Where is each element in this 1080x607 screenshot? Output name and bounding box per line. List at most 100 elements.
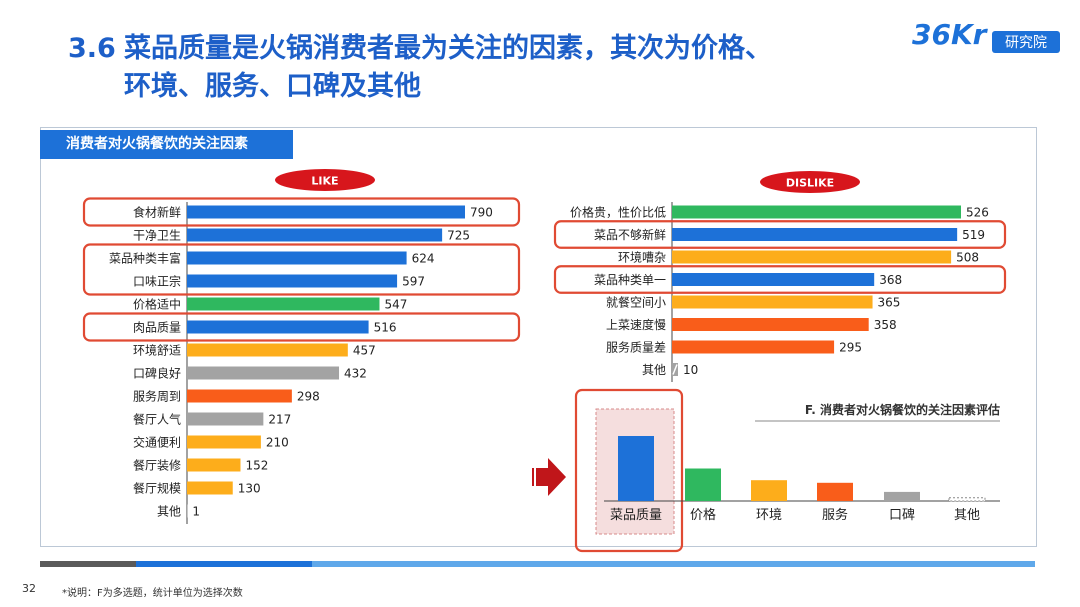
like-bar (187, 228, 443, 242)
like-category-label: 环境舒适 (133, 343, 181, 358)
like-value-label: 516 (374, 321, 397, 335)
like-bar (187, 320, 369, 334)
like-value-label: 1 (192, 505, 200, 519)
dislike-value-label: 526 (966, 206, 989, 220)
dislike-bar (672, 340, 835, 354)
like-category-label: 干净卫生 (133, 229, 181, 243)
like-bar (187, 297, 380, 311)
dislike-bar (672, 318, 869, 331)
footer-bar-dark (40, 561, 136, 567)
like-category-label: 交通便利 (133, 435, 181, 450)
like-value-label: 597 (402, 275, 425, 289)
eval-bar (751, 480, 787, 501)
dislike-category-label: 菜品种类单一 (594, 273, 666, 287)
dislike-category-label: 服务质量差 (606, 340, 666, 355)
like-bar (187, 251, 407, 265)
logo-badge (992, 31, 1060, 53)
title-line-2: 环境、服务、口碑及其他 (124, 71, 421, 102)
dislike-category-label: 其他 (642, 363, 666, 377)
dislike-highlight-box (553, 265, 1007, 294)
dislike-value-label: 295 (839, 341, 862, 355)
like-category-label: 食材新鲜 (133, 205, 181, 220)
dislike-bar (672, 273, 875, 286)
dislike-bar (672, 250, 952, 264)
dislike-highlight-box (553, 220, 1007, 249)
like-bar (187, 435, 261, 449)
dislike-category-label: 上菜速度慢 (606, 317, 666, 332)
like-bar (187, 504, 188, 518)
footer-bar-light (312, 561, 1035, 567)
eval-bar (618, 436, 654, 501)
like-bar (187, 274, 398, 288)
like-category-label: 口味正宗 (133, 274, 181, 289)
eval-category-label: 环境 (756, 508, 782, 523)
footnote: *说明：F为多选题，统计单位为选择次数 (62, 588, 243, 599)
brand-logo: 36Kr 研究院 (912, 18, 1060, 53)
like-value-label: 432 (344, 367, 367, 381)
logo-text: 研究院 (1005, 35, 1047, 51)
eval-category-label: 价格 (690, 507, 716, 523)
dislike-value-label: 358 (874, 318, 897, 332)
like-value-label: 457 (353, 344, 376, 358)
like-category-label: 餐厅规模 (133, 481, 181, 496)
like-category-label: 其他 (157, 505, 181, 519)
like-highlight-box (82, 243, 521, 296)
dislike-value-label: 519 (962, 228, 985, 242)
like-value-label: 130 (238, 482, 261, 496)
eval-bar (884, 491, 920, 501)
like-value-label: 210 (266, 436, 289, 450)
dislike-value-label: 368 (879, 273, 902, 287)
dislike-category-label: 就餐空间小 (606, 295, 666, 310)
like-value-label: 298 (297, 390, 320, 404)
title-number: 3.6 (68, 33, 116, 64)
like-bar (187, 481, 233, 495)
pointer-arrow-tail (532, 468, 534, 486)
like-value-label: 790 (470, 206, 493, 220)
like-bar (187, 343, 348, 357)
dislike-category-label: 价格贵，性价比低 (570, 205, 666, 220)
eval-category-label: 菜品质量 (610, 508, 662, 523)
like-category-label: 菜品种类丰富 (109, 251, 181, 266)
like-bar (187, 458, 241, 472)
dislike-bar (672, 228, 958, 241)
like-highlight-box (82, 197, 521, 227)
like-category-label: 服务周到 (133, 389, 181, 404)
like-value-label: 624 (412, 252, 435, 266)
logo-mark: 36Kr (912, 18, 989, 51)
dislike-value-label: 508 (956, 251, 979, 265)
eval-title: F. 消费者对火锅餐饮的关注因素评估 (805, 402, 1000, 417)
dislike-value-label: 10 (683, 363, 698, 377)
like-value-label: 725 (447, 229, 470, 243)
like-bar (187, 205, 465, 219)
title-line-1: 菜品质量是火锅消费者最为关注的因素，其次为价格、 (124, 33, 772, 64)
eval-highlight-box (574, 388, 684, 553)
like-bar (187, 412, 264, 426)
page-number: 32 (22, 582, 36, 595)
eval-category-label: 服务 (822, 507, 848, 523)
eval-bar (685, 468, 721, 501)
dislike-category-label: 菜品不够新鲜 (594, 227, 666, 242)
dislike-bar (672, 205, 961, 219)
like-bar (187, 366, 340, 380)
like-highlight-box (82, 312, 521, 342)
like-value-label: 217 (268, 413, 291, 427)
page-title: 3.6 菜品质量是火锅消费者最为关注的因素，其次为价格、 环境、服务、口碑及其他 (68, 30, 772, 106)
footer-bar-blue (136, 561, 312, 567)
panel-header: 消费者对火锅餐饮的关注因素 (40, 130, 293, 159)
like-category-label: 价格适中 (133, 297, 181, 312)
dislike-category-label: 环境嘈杂 (618, 250, 666, 265)
eval-category-label: 口碑 (889, 507, 915, 523)
dislike-badge-label: DISLIKE (786, 177, 834, 190)
dislike-value-label: 365 (878, 296, 901, 310)
like-badge-label: LIKE (311, 175, 338, 188)
eval-bar (817, 482, 853, 501)
like-bar (187, 389, 292, 403)
dislike-bar (672, 295, 873, 309)
like-category-label: 肉品质量 (133, 321, 181, 335)
like-category-label: 口碑良好 (133, 366, 181, 381)
like-category-label: 餐厅人气 (133, 412, 181, 427)
pointer-arrow-icon (536, 458, 566, 496)
like-category-label: 餐厅装修 (133, 458, 181, 473)
eval-category-label: 其他 (954, 508, 980, 523)
